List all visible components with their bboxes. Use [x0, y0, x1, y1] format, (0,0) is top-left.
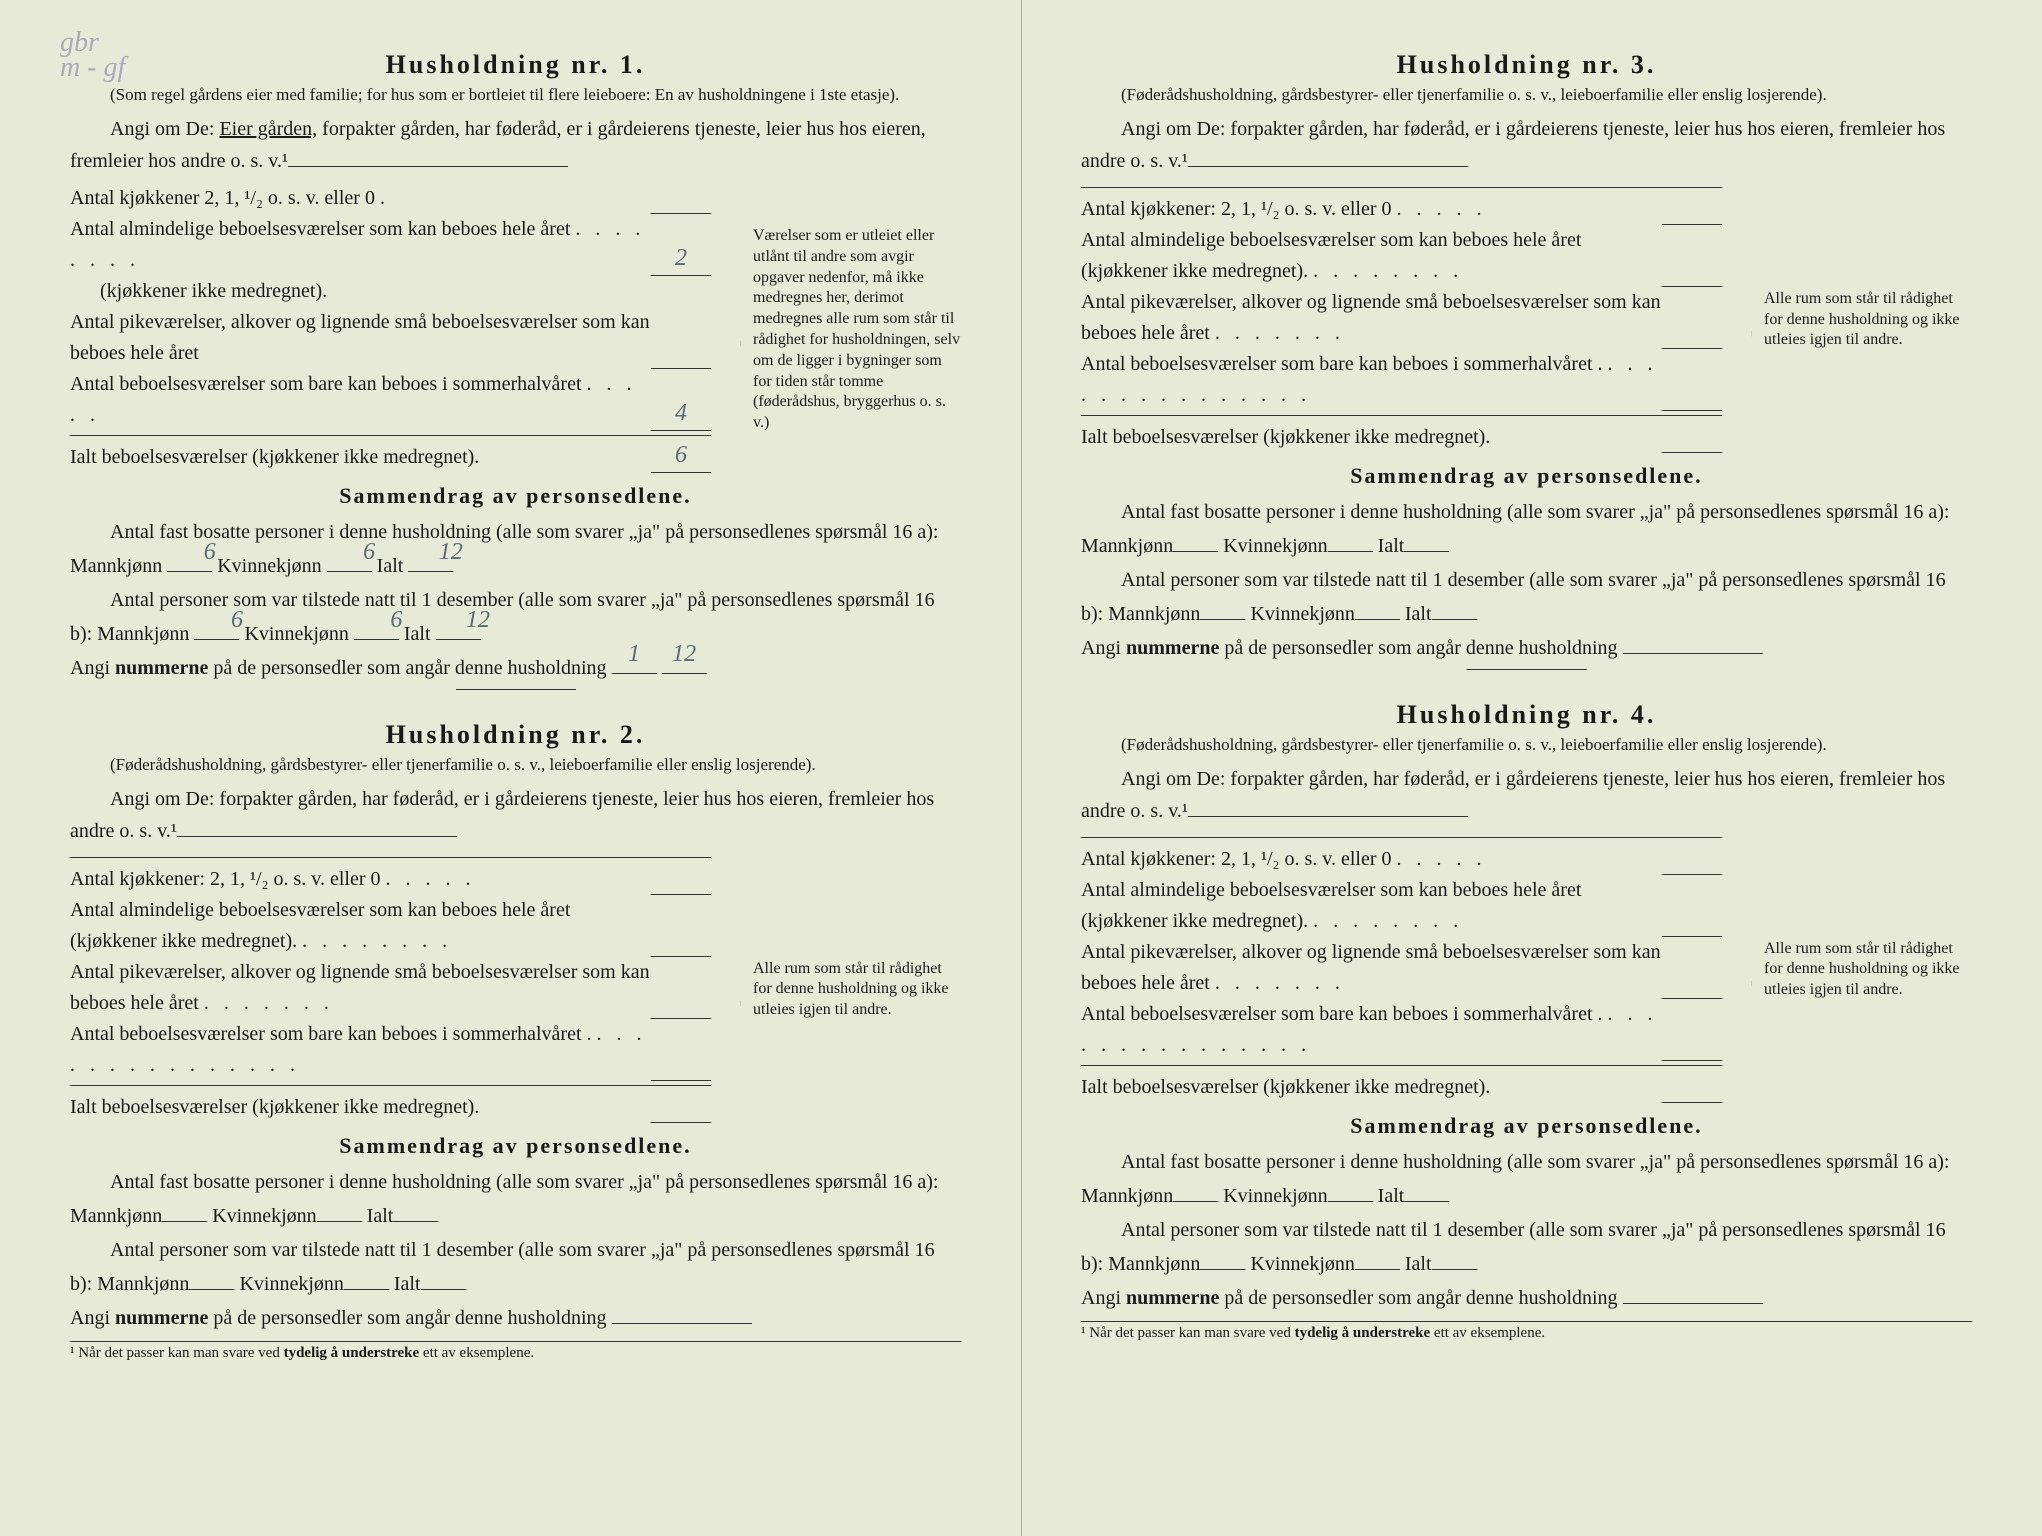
h3-side-note: { Alle rum som står til rådighet for den…	[1742, 183, 1972, 453]
h1-angi: Angi om De: Eier gården, forpakter gårde…	[70, 113, 961, 177]
h4-rooms-left: Antal kjøkkener: 2, 1, ¹/₂ o. s. v. elle…	[1081, 833, 1722, 1103]
h2-summary-2: Antal personer som var tilstede natt til…	[70, 1233, 961, 1301]
left-page: gbr m - gf Husholdning nr. 1. (Som regel…	[0, 0, 1021, 1536]
h1-numline: Angi nummerne på de personsedler som ang…	[70, 651, 961, 685]
household-2: Husholdning nr. 2. (Føderådshusholdning,…	[70, 720, 961, 1362]
h4-footnote: ¹ Når det passer kan man svare ved tydel…	[1081, 1321, 1972, 1342]
h2-title: Husholdning nr. 2.	[70, 720, 961, 750]
h1-total-fill[interactable]: 6	[651, 451, 711, 473]
h1-side-note: { Værelser som er utleiet eller utlånt t…	[731, 183, 961, 473]
h1-subtitle: (Som regel gårdens eier med familie; for…	[70, 84, 961, 107]
h1-rooms-left: Antal kjøkkener 2, 1, ¹/₂ o. s. v. eller…	[70, 183, 711, 473]
h4-summary-title: Sammendrag av personsedlene.	[1081, 1113, 1972, 1139]
h1-rooms-year-fill[interactable]: 2	[651, 254, 711, 276]
pencil-annotation: gbr m - gf	[60, 30, 125, 80]
h4-numline: Angi nummerne på de personsedler som ang…	[1081, 1281, 1972, 1315]
h2-numline: Angi nummerne på de personsedler som ang…	[70, 1301, 961, 1335]
h2-angi: Angi om De: forpakter gården, har føderå…	[70, 783, 961, 847]
household-4: Husholdning nr. 4. (Føderådshusholdning,…	[1081, 700, 1972, 1342]
h1-alcove-fill[interactable]	[651, 347, 711, 369]
h1-summary-1: Antal fast bosatte personer i denne hush…	[70, 515, 961, 583]
h3-summary-2: Antal personer som var tilstede natt til…	[1081, 563, 1972, 631]
h3-title: Husholdning nr. 3.	[1081, 50, 1972, 80]
h2-side-note: { Alle rum som står til rådighet for den…	[731, 853, 961, 1123]
h3-summary-title: Sammendrag av personsedlene.	[1081, 463, 1972, 489]
household-1: Husholdning nr. 1. (Som regel gårdens ei…	[70, 50, 961, 690]
household-3: Husholdning nr. 3. (Føderådshusholdning,…	[1081, 50, 1972, 670]
right-page: Husholdning nr. 3. (Føderådshusholdning,…	[1021, 0, 2042, 1536]
h2-angi-fill[interactable]	[177, 815, 457, 837]
h1-title: Husholdning nr. 1.	[70, 50, 961, 80]
h1-angi-fill[interactable]	[288, 145, 568, 167]
h3-summary-1: Antal fast bosatte personer i denne hush…	[1081, 495, 1972, 563]
h2-footnote: ¹ Når det passer kan man svare ved tydel…	[70, 1341, 961, 1362]
h3-angi: Angi om De: forpakter gården, har føderå…	[1081, 113, 1972, 177]
h3-rooms-left: Antal kjøkkener: 2, 1, ¹/₂ o. s. v. elle…	[1081, 183, 1722, 453]
h2-subtitle: (Føderådshusholdning, gårdsbestyrer- ell…	[70, 754, 961, 777]
page-divider	[1021, 0, 1022, 1536]
h3-numline: Angi nummerne på de personsedler som ang…	[1081, 631, 1972, 665]
h1-summary-2: Antal personer som var tilstede natt til…	[70, 583, 961, 651]
h4-title: Husholdning nr. 4.	[1081, 700, 1972, 730]
h3-subtitle: (Føderådshusholdning, gårdsbestyrer- ell…	[1081, 84, 1972, 107]
h4-side-note: { Alle rum som står til rådighet for den…	[1742, 833, 1972, 1103]
h4-summary-1: Antal fast bosatte personer i denne hush…	[1081, 1145, 1972, 1213]
h4-subtitle: (Føderådshusholdning, gårdsbestyrer- ell…	[1081, 734, 1972, 757]
h1-summer-fill[interactable]: 4	[651, 409, 711, 431]
h1-kitchens-fill[interactable]	[651, 192, 711, 214]
h1-summary-title: Sammendrag av personsedlene.	[70, 483, 961, 509]
h4-angi: Angi om De: forpakter gården, har føderå…	[1081, 763, 1972, 827]
h4-summary-2: Antal personer som var tilstede natt til…	[1081, 1213, 1972, 1281]
h2-rooms-left: Antal kjøkkener: 2, 1, ¹/₂ o. s. v. elle…	[70, 853, 711, 1123]
h2-summary-title: Sammendrag av personsedlene.	[70, 1133, 961, 1159]
h2-summary-1: Antal fast bosatte personer i denne hush…	[70, 1165, 961, 1233]
